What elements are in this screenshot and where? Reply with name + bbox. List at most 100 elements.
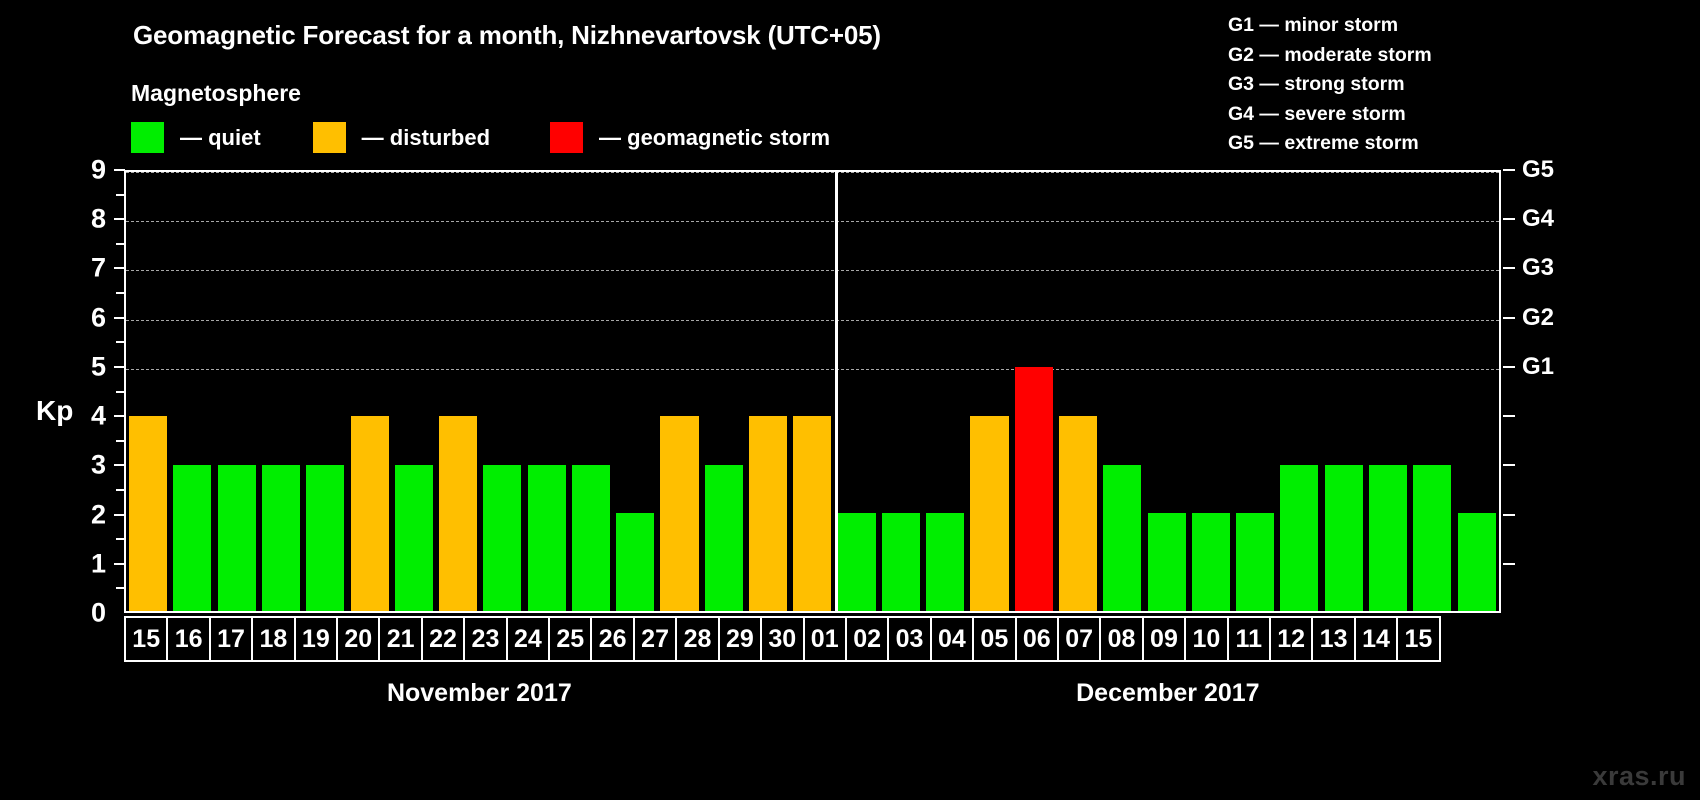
date-label-06[interactable]: 06 bbox=[1014, 616, 1059, 662]
legend-item-storm: — geomagnetic storm bbox=[550, 122, 830, 153]
y-tick-mark-4 bbox=[114, 415, 125, 418]
bar-25-quiet[interactable] bbox=[571, 464, 610, 611]
bar-series bbox=[126, 172, 1499, 611]
bar-12-quiet[interactable] bbox=[1324, 464, 1363, 611]
y-tick-label-4: 4 bbox=[90, 400, 106, 431]
month-caption-1: November 2017 bbox=[386, 679, 572, 707]
date-axis: 15 16 17 18 19 20 21 22 23 24 25 26 27 28 29 30 01 02 03 04… bbox=[124, 616, 1501, 662]
bar-18-quiet[interactable] bbox=[261, 464, 301, 611]
bar-04-disturbed[interactable] bbox=[970, 415, 1009, 611]
bar-09-quiet[interactable] bbox=[1191, 513, 1230, 611]
legend-item-quiet: — quiet bbox=[131, 122, 261, 153]
bar-slot bbox=[1100, 172, 1144, 611]
date-label-15[interactable]: 15 bbox=[1396, 616, 1441, 662]
bar-08-quiet[interactable] bbox=[1147, 513, 1186, 611]
bar-21-quiet[interactable] bbox=[394, 464, 433, 611]
bar-30-disturbed[interactable] bbox=[793, 415, 832, 611]
bar-03-quiet[interactable] bbox=[926, 513, 965, 611]
bar-slot bbox=[613, 172, 657, 611]
y-tick-mark-8 bbox=[114, 218, 125, 221]
bar-16-quiet[interactable] bbox=[173, 464, 212, 611]
bar-15-disturbed[interactable] bbox=[129, 415, 168, 611]
bar-22-disturbed[interactable] bbox=[439, 415, 478, 611]
bar-28-quiet[interactable] bbox=[704, 464, 743, 611]
gridline-kp-9 bbox=[126, 172, 1499, 173]
date-label-14[interactable]: 14 bbox=[1353, 616, 1399, 662]
bar-29-disturbed[interactable] bbox=[749, 415, 788, 611]
bar-26-quiet[interactable] bbox=[616, 513, 655, 611]
gridline-kp-6 bbox=[126, 319, 1499, 321]
date-label-16[interactable]: 16 bbox=[166, 616, 211, 662]
bar-23-quiet[interactable] bbox=[483, 464, 522, 611]
date-label-09[interactable]: 09 bbox=[1141, 616, 1187, 662]
bar-27-disturbed[interactable] bbox=[660, 415, 699, 611]
date-label-02[interactable]: 02 bbox=[844, 616, 890, 662]
date-label-12[interactable]: 12 bbox=[1268, 616, 1314, 662]
y-tick-mark-7 bbox=[114, 267, 125, 270]
bar-07-quiet[interactable] bbox=[1103, 464, 1142, 611]
bar-slot bbox=[746, 172, 790, 611]
g-tick-mark-G3 bbox=[1503, 267, 1515, 270]
bar-20-disturbed[interactable] bbox=[350, 415, 389, 611]
bar-slot bbox=[1056, 172, 1100, 611]
bar-slot bbox=[1322, 172, 1366, 611]
date-label-07[interactable]: 07 bbox=[1056, 616, 1102, 662]
bar-02-quiet[interactable] bbox=[881, 513, 920, 611]
date-label-22[interactable]: 22 bbox=[420, 616, 466, 662]
bar-17-quiet[interactable] bbox=[217, 464, 256, 611]
y-tick-minor bbox=[116, 538, 125, 541]
y-tick-label-3: 3 bbox=[90, 449, 106, 480]
g-tick-mark-minor bbox=[1503, 562, 1515, 565]
bar-11-quiet[interactable] bbox=[1280, 464, 1319, 611]
legend-swatch-quiet bbox=[131, 122, 164, 153]
date-label-21[interactable]: 21 bbox=[378, 616, 423, 662]
date-label-17[interactable]: 17 bbox=[208, 616, 254, 662]
date-label-30[interactable]: 30 bbox=[760, 616, 805, 662]
bar-slot bbox=[525, 172, 569, 611]
date-label-01[interactable]: 01 bbox=[802, 616, 847, 662]
date-label-05[interactable]: 05 bbox=[972, 616, 1017, 662]
date-label-18[interactable]: 18 bbox=[251, 616, 296, 662]
g-tick-mark-minor bbox=[1503, 415, 1515, 418]
date-label-08[interactable]: 08 bbox=[1099, 616, 1144, 662]
g-scale-row-2: G2 — moderate storm bbox=[1228, 43, 1432, 66]
y-tick-minor bbox=[116, 587, 125, 590]
y-tick-label-6: 6 bbox=[90, 302, 106, 333]
bar-slot bbox=[790, 172, 834, 611]
date-label-28[interactable]: 28 bbox=[675, 616, 720, 662]
bar-06-disturbed[interactable] bbox=[1059, 415, 1098, 611]
y-tick-mark-2 bbox=[114, 513, 125, 516]
bar-slot bbox=[1277, 172, 1321, 611]
page-title: Geomagnetic Forecast for a month, Nizhne… bbox=[133, 20, 881, 50]
g-tick-label-G1: G1 bbox=[1522, 352, 1555, 380]
bar-slot bbox=[1144, 172, 1188, 611]
bar-01-quiet[interactable] bbox=[837, 513, 876, 611]
date-label-26[interactable]: 26 bbox=[590, 616, 635, 662]
bar-10-quiet[interactable] bbox=[1236, 513, 1275, 611]
watermark: xras.ru bbox=[1592, 761, 1686, 791]
bar-14-quiet[interactable] bbox=[1413, 464, 1452, 611]
date-label-15[interactable]: 15 bbox=[124, 616, 169, 662]
date-label-04[interactable]: 04 bbox=[929, 616, 975, 662]
bar-24-quiet[interactable] bbox=[527, 464, 566, 611]
date-label-23[interactable]: 23 bbox=[463, 616, 508, 662]
date-label-20[interactable]: 20 bbox=[336, 616, 381, 662]
y-tick-minor bbox=[116, 341, 125, 344]
bar-19-quiet[interactable] bbox=[306, 464, 345, 611]
date-label-29[interactable]: 29 bbox=[717, 616, 763, 662]
y-tick-mark-5 bbox=[114, 365, 125, 368]
y-tick-minor bbox=[116, 193, 125, 196]
bar-05-storm[interactable] bbox=[1014, 367, 1053, 611]
bar-13-quiet[interactable] bbox=[1368, 464, 1408, 611]
date-label-24[interactable]: 24 bbox=[505, 616, 551, 662]
bar-15-quiet[interactable] bbox=[1457, 513, 1496, 611]
date-label-10[interactable]: 10 bbox=[1184, 616, 1229, 662]
date-label-13[interactable]: 13 bbox=[1311, 616, 1356, 662]
bar-slot bbox=[657, 172, 701, 611]
date-label-11[interactable]: 11 bbox=[1226, 616, 1271, 662]
date-label-25[interactable]: 25 bbox=[548, 616, 593, 662]
date-label-27[interactable]: 27 bbox=[632, 616, 678, 662]
date-label-19[interactable]: 19 bbox=[293, 616, 339, 662]
date-label-03[interactable]: 03 bbox=[887, 616, 932, 662]
